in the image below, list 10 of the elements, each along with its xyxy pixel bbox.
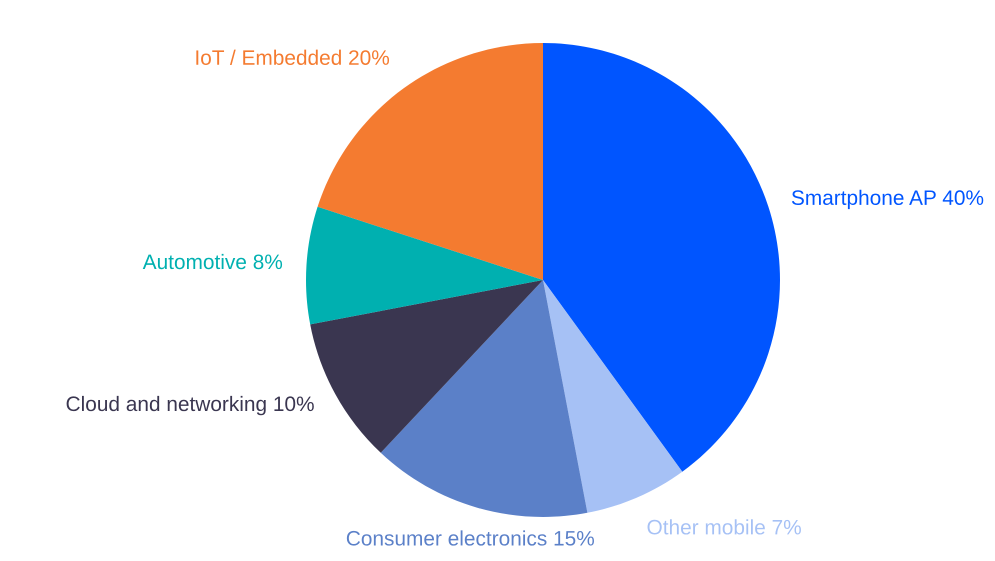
slice-label: Other mobile 7% bbox=[648, 519, 801, 535]
slice-label: IoT / Embedded 20% bbox=[196, 50, 390, 65]
slice-label: Consumer electronics 15% bbox=[346, 530, 594, 546]
pie-slice bbox=[380, 280, 588, 517]
slice-label: Automotive 8% bbox=[142, 254, 282, 270]
slice-label: Smartphone AP 40% bbox=[792, 190, 984, 210]
pie-slice bbox=[306, 206, 543, 324]
slice-label: Cloud and networking 10% bbox=[66, 396, 314, 416]
pie-slice bbox=[543, 280, 682, 513]
pie-slice bbox=[543, 43, 780, 472]
